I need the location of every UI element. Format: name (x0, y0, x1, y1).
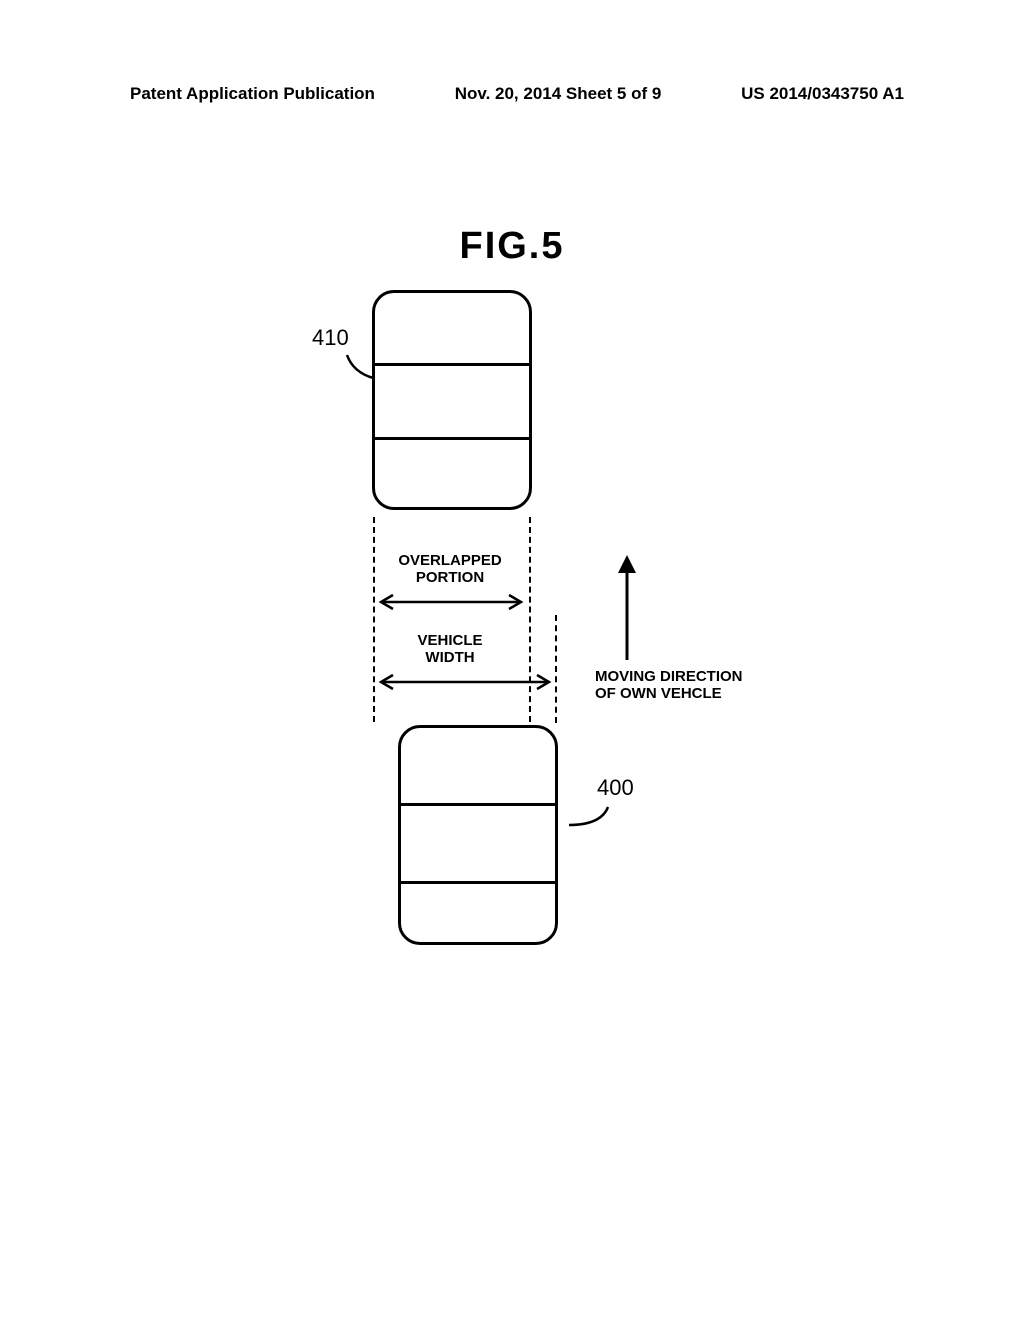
moving-direction-label: MOVING DIRECTIONOF OWN VEHCLE (595, 668, 755, 703)
direction-arrow (612, 555, 642, 665)
overlap-dimension-arrow (379, 592, 529, 612)
leader-curve-410 (345, 350, 385, 390)
vehicle-divider (375, 437, 529, 440)
header-right: US 2014/0343750 A1 (741, 84, 904, 104)
reference-400: 400 (597, 776, 634, 800)
vehicle-other (372, 290, 532, 510)
header-center: Nov. 20, 2014 Sheet 5 of 9 (455, 84, 662, 104)
vehicle-divider (401, 803, 555, 806)
vehicle-divider (401, 881, 555, 884)
leader-curve-400 (563, 803, 613, 843)
header-left: Patent Application Publication (130, 84, 375, 104)
width-dimension-arrow (379, 672, 559, 692)
figure-title: FIG.5 (459, 225, 564, 268)
dashed-guide-left (373, 517, 375, 722)
vehicle-divider (375, 363, 529, 366)
reference-410: 410 (312, 326, 349, 350)
vehicle-own (398, 725, 558, 945)
dashed-guide-right-outer (555, 615, 557, 723)
diagram: OVERLAPPEDPORTION VEHICLEWIDTH MOVING DI… (300, 290, 800, 1090)
vehicle-width-label: VEHICLEWIDTH (384, 633, 516, 666)
page-header: Patent Application Publication Nov. 20, … (0, 84, 1024, 104)
overlapped-label: OVERLAPPEDPORTION (384, 553, 516, 586)
